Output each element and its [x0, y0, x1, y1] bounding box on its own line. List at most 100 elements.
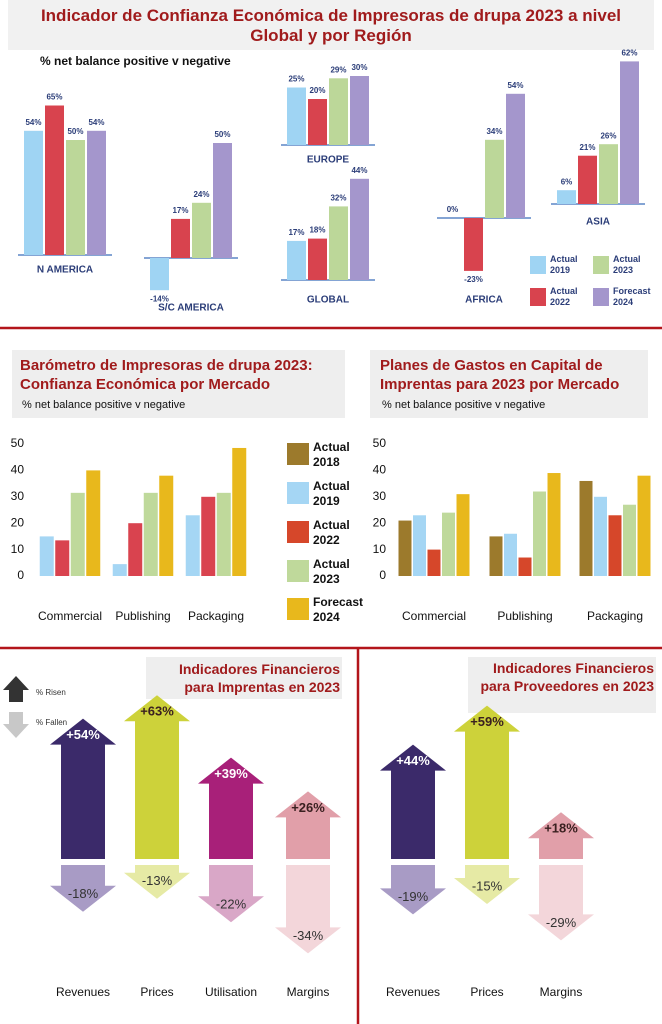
arrow-up	[380, 744, 446, 859]
legend-icon-risen	[3, 676, 29, 702]
arrow-down	[50, 865, 116, 912]
legend-label: Actual 2022	[550, 286, 578, 307]
bar	[623, 504, 636, 576]
bar	[329, 78, 348, 145]
region-label: GLOBAL	[307, 295, 349, 306]
bar	[55, 540, 70, 576]
bar	[398, 520, 412, 576]
legend-label: Forecast 2024	[313, 595, 364, 624]
value-label: 65%	[46, 93, 62, 102]
value-label: 24%	[193, 190, 209, 199]
value-label: -23%	[464, 275, 483, 284]
y-tick-label: 20	[11, 515, 25, 529]
bar	[192, 202, 211, 258]
value-label: 54%	[507, 81, 523, 90]
arrow-down	[198, 865, 264, 923]
y-tick-label: 30	[373, 489, 387, 503]
bar	[87, 130, 106, 255]
bar	[39, 536, 54, 576]
bar	[506, 93, 525, 218]
bar	[308, 238, 327, 280]
value-label: +44%	[396, 753, 430, 768]
legend-swatch	[287, 560, 309, 582]
value-label: 44%	[351, 166, 367, 175]
region-label: EUROPE	[307, 155, 350, 166]
bar	[287, 87, 306, 145]
x-tick-label: Margins	[287, 985, 330, 999]
region-label: N AMERICA	[37, 265, 93, 276]
value-label: 54%	[25, 118, 41, 127]
x-tick-label: Revenues	[386, 985, 440, 999]
legend-swatch	[287, 443, 309, 465]
value-label: -34%	[293, 928, 324, 943]
y-tick-label: 10	[11, 542, 25, 556]
value-label: +18%	[544, 821, 578, 836]
x-tick-label: Utilisation	[205, 985, 257, 999]
title-box	[370, 350, 648, 418]
bar	[579, 480, 593, 576]
legend-label: Actual 2019	[313, 479, 350, 508]
bar	[159, 475, 174, 576]
value-label: 30%	[351, 63, 367, 72]
bar	[427, 549, 441, 576]
value-label: +39%	[214, 766, 248, 781]
x-tick-label: Packaging	[587, 609, 643, 623]
value-label: +63%	[140, 704, 174, 719]
bar	[213, 143, 232, 258]
legend-swatch	[593, 256, 609, 274]
arrow-down	[124, 865, 190, 899]
legend-label: % Risen	[36, 688, 66, 697]
bar	[518, 557, 532, 576]
bar	[201, 496, 216, 576]
bar	[70, 492, 85, 576]
value-label: 32%	[330, 194, 346, 203]
region-label: ASIA	[586, 217, 610, 228]
x-tick-label: Revenues	[56, 985, 110, 999]
value-label: 50%	[67, 127, 83, 136]
value-label: +54%	[66, 727, 100, 742]
legend-label: Actual 2018	[313, 440, 350, 469]
value-label: -14%	[150, 294, 169, 303]
bar	[442, 512, 455, 576]
chart-title: Planes de Gastos en Capital de Imprentas…	[380, 357, 620, 393]
legend-icon-fallen	[3, 712, 29, 738]
bar	[45, 105, 64, 255]
bar	[594, 496, 607, 576]
bar	[329, 206, 348, 280]
value-label: -13%	[142, 873, 173, 888]
chart-subtitle: % net balance positive v negative	[382, 399, 546, 411]
value-label: -18%	[68, 886, 99, 901]
legend-label: Actual 2023	[313, 557, 350, 586]
title-box	[8, 0, 654, 50]
bar	[143, 492, 158, 576]
bar	[216, 492, 231, 576]
value-label: 17%	[288, 228, 304, 237]
x-tick-label: Commercial	[38, 609, 102, 623]
y-tick-label: 50	[373, 436, 387, 450]
arrow-up	[50, 718, 116, 859]
value-label: +59%	[470, 714, 504, 729]
value-label: 62%	[621, 49, 637, 58]
chart-subtitle: % net balance positive v negative	[22, 399, 186, 411]
legend-swatch	[593, 288, 609, 306]
chart-title: Indicadores Financieros para Imprentas e…	[178, 661, 340, 695]
chart-subtitle: % net balance positive v negative	[40, 54, 231, 68]
value-label: 20%	[309, 86, 325, 95]
chart-title: Barómetro de Impresoras de drupa 2023: C…	[20, 357, 313, 393]
bar	[128, 523, 143, 576]
bar	[578, 155, 597, 204]
arrow-down	[528, 865, 594, 941]
chart-title: Indicador de Confianza Económica de Impr…	[40, 6, 622, 45]
y-tick-label: 0	[379, 568, 386, 582]
y-tick-label: 50	[11, 436, 25, 450]
value-label: -15%	[472, 878, 503, 893]
bar	[232, 447, 247, 576]
arrow-up	[528, 812, 594, 859]
value-label: -29%	[546, 915, 577, 930]
value-label: 18%	[309, 226, 325, 235]
arrow-up	[454, 705, 520, 859]
bar	[608, 515, 622, 576]
y-tick-label: 40	[11, 463, 25, 477]
value-label: 21%	[579, 143, 595, 152]
title-box	[468, 657, 656, 713]
